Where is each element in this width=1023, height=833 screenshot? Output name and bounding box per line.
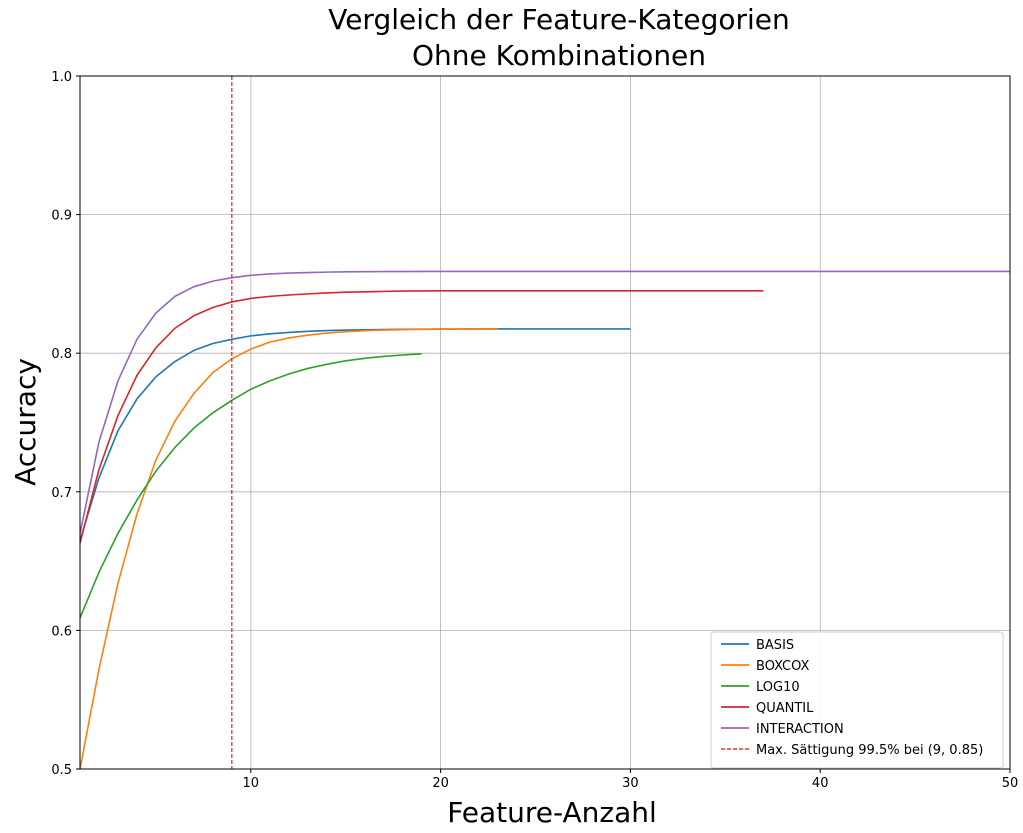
legend-label: QUANTIL xyxy=(756,701,814,716)
y-axis-label: Accuracy xyxy=(9,358,42,486)
axes-frame xyxy=(79,75,1011,770)
x-tick-label: 30 xyxy=(622,776,639,791)
legend-label: BOXCOX xyxy=(756,659,810,674)
series-line-boxcox xyxy=(79,328,498,770)
series-line-log10 xyxy=(79,353,422,619)
legend-box xyxy=(710,631,1004,769)
chart-title-line-2: Ohne Kombinationen xyxy=(412,39,706,72)
series-line-quantil xyxy=(79,290,764,544)
x-axis-label: Feature-Anzahl xyxy=(447,796,657,829)
y-tick-label: 0.9 xyxy=(51,209,72,224)
x-tick-label: 50 xyxy=(1002,776,1019,791)
legend: BASIS BOXCOX LOG10 QUANTIL INTERACTION Max. S… xyxy=(710,631,1004,769)
y-tick-label: 0.6 xyxy=(51,624,72,639)
x-tick-label: 40 xyxy=(812,776,829,791)
y-tick-label: 0.5 xyxy=(51,763,72,778)
series-line-interaction xyxy=(79,270,1010,534)
x-tick-label: 20 xyxy=(432,776,449,791)
y-tick-label: 0.8 xyxy=(51,347,72,362)
legend-label: INTERACTION xyxy=(756,722,844,737)
legend-label: LOG10 xyxy=(756,680,800,695)
series-line-basis xyxy=(79,328,631,541)
chart-title-line-1: Vergleich der Feature-Kategorien xyxy=(328,3,790,36)
x-tick-label: 10 xyxy=(243,776,260,791)
y-tick-label: 1.0 xyxy=(51,70,72,85)
y-tick-label: 0.7 xyxy=(51,486,72,501)
legend-label: Max. Sättigung 99.5% bei (9, 0.85) xyxy=(756,743,983,758)
plot-area: 10 20 30 40 50 0.5 0.6 0.7 0.8 0.9 1.0 xyxy=(51,70,1018,791)
legend-label: BASIS xyxy=(756,638,794,653)
